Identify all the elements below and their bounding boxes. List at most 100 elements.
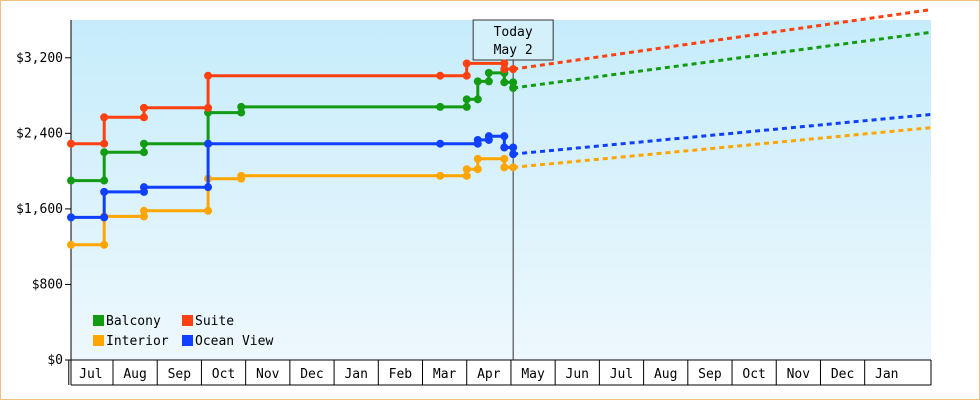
data-point-suite — [139, 113, 148, 122]
data-point-suite — [204, 71, 213, 80]
today-date: May 2 — [494, 43, 533, 58]
forecast-line-ocean-view — [513, 112, 932, 156]
x-tick-label: Jan — [875, 367, 898, 382]
data-point-balcony — [473, 95, 482, 104]
data-point-ocean-view — [204, 139, 213, 148]
data-point-interior — [139, 212, 148, 221]
y-axis: $0 $800 $1,600 $2,400 $3,200 — [16, 20, 72, 385]
data-point-interior — [67, 240, 75, 249]
forecast-line-balcony — [512, 30, 932, 90]
data-point-ocean-view — [436, 139, 445, 148]
forecast-line-suite — [512, 8, 932, 71]
data-point-balcony — [100, 176, 109, 185]
data-point-interior — [500, 163, 509, 172]
series-lines — [67, 59, 518, 249]
data-point-ocean-view — [204, 183, 213, 192]
data-point-balcony — [139, 148, 148, 157]
y-tick-label: $3,200 — [16, 51, 63, 66]
data-point-balcony — [462, 95, 471, 104]
x-tick-label: Feb — [389, 367, 413, 382]
data-point-ocean-view — [509, 150, 518, 159]
x-tick-label: Jul — [79, 367, 102, 382]
data-point-suite — [509, 65, 518, 74]
data-point-balcony — [473, 77, 482, 86]
data-point-ocean-view — [500, 132, 509, 141]
x-tick-label: Oct — [742, 367, 765, 382]
data-point-ocean-view — [67, 213, 75, 222]
data-point-interior — [473, 165, 482, 174]
data-point-ocean-view — [100, 187, 109, 196]
data-point-suite — [500, 59, 509, 68]
data-point-ocean-view — [139, 183, 148, 192]
data-point-interior — [436, 171, 445, 180]
x-tick-label: Nov — [256, 367, 280, 382]
legend-label: Interior — [106, 334, 169, 349]
x-tick-label: Sep — [698, 367, 722, 382]
data-point-suite — [436, 71, 445, 80]
data-point-interior — [462, 165, 471, 174]
series-line-ocean-view — [71, 134, 515, 219]
data-point-suite — [67, 139, 75, 148]
data-point-interior — [509, 163, 518, 172]
x-tick-label: Dec — [831, 367, 854, 382]
data-point-suite — [462, 59, 471, 68]
data-point-interior — [139, 206, 148, 215]
data-point-balcony — [484, 68, 493, 77]
legend-swatch — [93, 335, 104, 346]
y-tick-label: $0 — [47, 353, 63, 368]
data-point-balcony — [500, 78, 509, 87]
today-box — [472, 19, 554, 61]
legend-label: Suite — [195, 314, 234, 329]
x-tick-label: Aug — [654, 367, 677, 382]
data-point-interior — [204, 206, 213, 215]
data-point-ocean-view — [500, 143, 509, 152]
data-point-balcony — [100, 148, 109, 157]
y-tick-label: $1,600 — [16, 202, 63, 217]
data-point-balcony — [139, 139, 148, 148]
data-point-balcony — [67, 176, 75, 185]
data-point-interior — [100, 240, 109, 249]
x-axis: Jul Aug Sep Oct Nov Dec Jan Feb Mar Apr May Jun Jul A… — [68, 359, 932, 386]
data-point-balcony — [462, 102, 471, 111]
data-point-ocean-view — [509, 143, 518, 152]
data-point-suite — [500, 65, 509, 74]
data-point-suite — [139, 103, 148, 112]
data-point-balcony — [509, 84, 518, 92]
data-point-interior — [462, 171, 471, 180]
data-point-ocean-view — [484, 132, 493, 141]
x-tick-label: Aug — [123, 367, 146, 382]
legend: Balcony Suite Interior Ocean View — [93, 314, 273, 349]
y-tick-label: $800 — [32, 277, 63, 292]
data-point-balcony — [237, 108, 246, 117]
data-point-suite — [100, 113, 109, 122]
data-point-suite — [100, 139, 109, 148]
x-tick-label: May — [521, 367, 545, 382]
data-point-ocean-view — [100, 213, 109, 222]
y-tick-label: $2,400 — [16, 126, 63, 141]
legend-swatch — [182, 315, 193, 326]
data-point-interior — [473, 154, 482, 163]
data-point-ocean-view — [473, 135, 482, 144]
data-point-balcony — [237, 102, 246, 111]
legend-swatch — [182, 335, 193, 346]
data-point-interior — [500, 154, 509, 163]
x-tick-label: Jan — [344, 367, 367, 382]
x-tick-label: Apr — [477, 367, 501, 382]
data-point-balcony — [509, 78, 518, 87]
legend-swatch — [93, 315, 104, 326]
forecast-line-interior — [513, 126, 932, 169]
x-tick-label: Jun — [566, 367, 589, 382]
x-tick-label: Sep — [168, 367, 192, 382]
x-tick-label: Mar — [433, 367, 457, 382]
data-point-balcony — [436, 102, 445, 111]
x-tick-label: Dec — [300, 367, 323, 382]
data-point-suite — [462, 71, 471, 80]
x-tick-label: Nov — [787, 367, 811, 382]
data-point-balcony — [484, 77, 493, 86]
today-marker: Today May 2 — [472, 19, 554, 360]
data-point-suite — [204, 103, 213, 112]
forecast-lines — [512, 8, 932, 169]
legend-label: Balcony — [106, 314, 161, 329]
x-tick-label: Jul — [610, 367, 633, 382]
